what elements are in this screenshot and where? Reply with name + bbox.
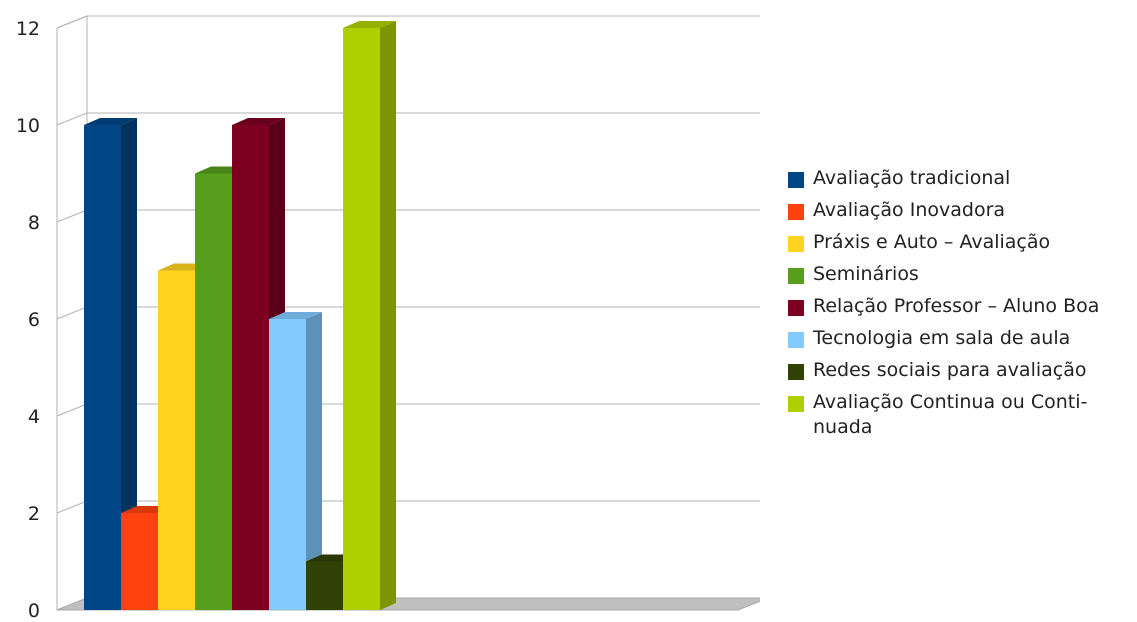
legend-label: Práxis e Auto – Avaliação [813,231,1051,253]
bar [269,312,322,610]
legend-swatch [788,204,804,220]
y-tick-label: 8 [28,212,40,234]
legend-label: Avaliação Continua ou Conti-nuada [813,391,1088,438]
legend-label: Seminários [813,263,919,285]
legend-label: Relação Professor – Aluno Boa [813,295,1100,317]
bar-front [232,125,269,610]
bar-front [121,513,158,610]
bar-front [158,270,195,610]
legend-item-relacao-professor-aluno: Relação Professor – Aluno Boa [788,294,1133,319]
legend-item-avaliacao-inovadora: Avaliação Inovadora [788,198,1133,223]
y-tick-label: 10 [16,115,40,137]
bars [84,21,396,610]
y-axis-ticks: 0 2 4 6 8 10 12 [16,18,40,622]
y-tick-label: 4 [28,406,40,428]
legend-item-praxis: Práxis e Auto – Avaliação [788,230,1133,255]
legend-swatch [788,268,804,284]
legend-swatch [788,172,804,188]
bar-top [232,118,285,125]
gridline-side [56,403,88,417]
gridline-side [56,209,88,223]
bar-chart: 0 2 4 6 8 10 12 [16,15,760,622]
bar-top [269,312,322,319]
legend-label: Redes sociais para avaliação [813,359,1087,381]
bar-front [269,319,306,610]
bar-side [380,21,396,610]
gridline-side [56,500,88,514]
gridline-side [56,112,88,126]
y-tick-label: 0 [28,600,40,622]
legend-swatch [788,364,804,380]
legend-item-avaliacao-tradicional: Avaliação tradicional [788,166,1133,191]
bar-front [84,125,121,610]
legend: Avaliação tradicional Avaliação Inovador… [788,166,1133,447]
legend-item-tecnologia: Tecnologia em sala de aula [788,326,1133,351]
legend-item-redes-sociais: Redes sociais para avaliação [788,358,1133,383]
bar-front [343,28,380,610]
bar [343,21,396,610]
legend-swatch [788,332,804,348]
legend-item-avaliacao-continua: Avaliação Continua ou Conti-nuada [788,390,1133,440]
legend-item-seminarios: Seminários [788,262,1133,287]
y-tick-label: 12 [16,18,40,40]
legend-swatch [788,236,804,252]
y-tick-label: 2 [28,503,40,525]
legend-label: Avaliação Inovadora [813,199,1006,221]
legend-label: Tecnologia em sala de aula [813,327,1071,349]
bar-top [343,21,396,28]
gridline-side [56,15,88,29]
y-tick-label: 6 [28,309,40,331]
bar-front [195,173,232,610]
bar-side [121,118,137,610]
bar-front [306,561,343,610]
legend-swatch [788,396,804,412]
bar-top [84,118,137,125]
legend-swatch [788,300,804,316]
bar [84,118,137,610]
gridline-side [56,306,88,320]
bar-side [306,312,322,610]
legend-label: Avaliação tradicional [813,167,1011,189]
